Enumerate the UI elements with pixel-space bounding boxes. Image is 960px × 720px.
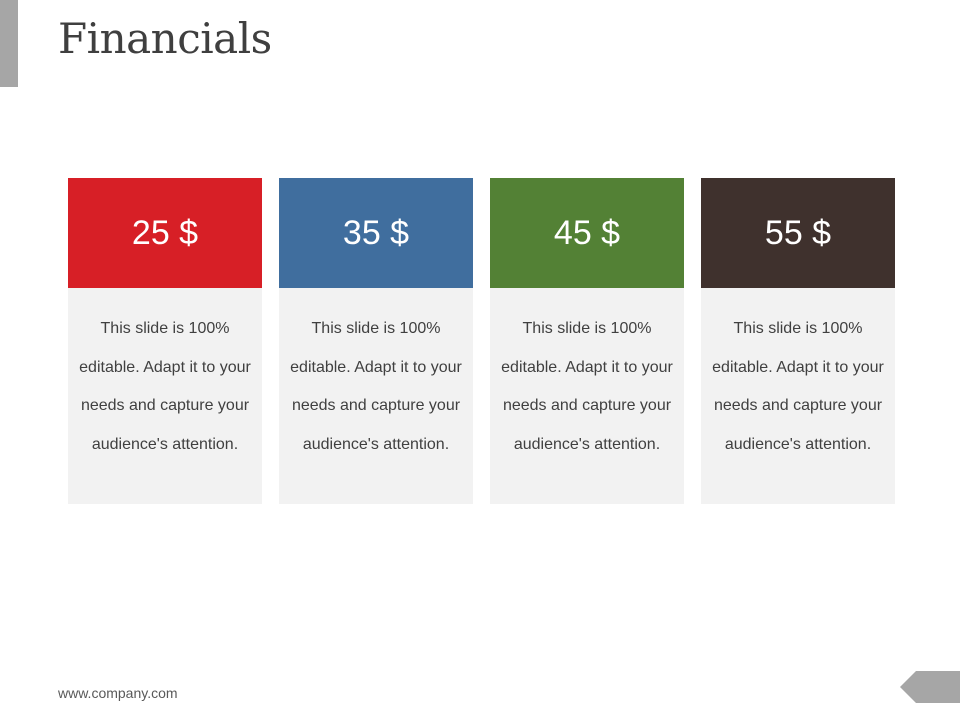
card-description-4: This slide is 100% editable. Adapt it to… bbox=[701, 288, 895, 504]
footer-url[interactable]: www.company.com bbox=[58, 685, 178, 701]
price-card-2: 35 $ This slide is 100% editable. Adapt … bbox=[279, 178, 473, 504]
price-card-4: 55 $ This slide is 100% editable. Adapt … bbox=[701, 178, 895, 504]
card-description-2: This slide is 100% editable. Adapt it to… bbox=[279, 288, 473, 504]
price-value-4: 55 $ bbox=[701, 178, 895, 288]
price-value-2: 35 $ bbox=[279, 178, 473, 288]
card-description-3: This slide is 100% editable. Adapt it to… bbox=[490, 288, 684, 504]
price-value-3: 45 $ bbox=[490, 178, 684, 288]
price-value-1: 25 $ bbox=[68, 178, 262, 288]
price-card-3: 45 $ This slide is 100% editable. Adapt … bbox=[490, 178, 684, 504]
left-accent-bar bbox=[0, 0, 18, 87]
next-slide-arrow-icon[interactable] bbox=[900, 671, 960, 703]
price-cards: 25 $ This slide is 100% editable. Adapt … bbox=[68, 178, 895, 504]
card-description-1: This slide is 100% editable. Adapt it to… bbox=[68, 288, 262, 504]
slide-title: Financials bbox=[58, 14, 272, 63]
price-card-1: 25 $ This slide is 100% editable. Adapt … bbox=[68, 178, 262, 504]
